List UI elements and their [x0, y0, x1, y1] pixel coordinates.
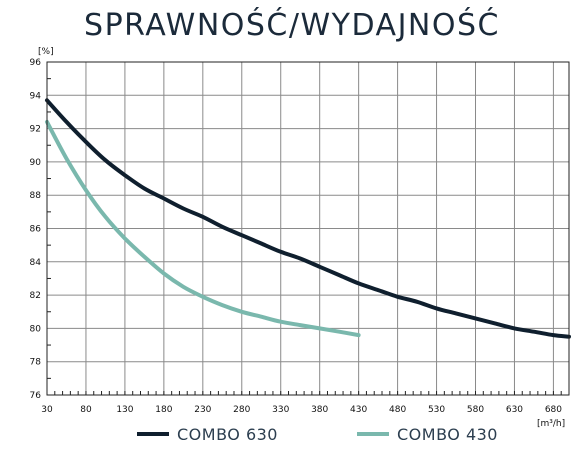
y-tick-label: 76: [30, 391, 42, 401]
minor-ticks: [46, 78, 570, 395]
x-tick-label: 580: [467, 405, 484, 415]
legend-item-combo-430: COMBO 430: [357, 423, 498, 445]
series-lines: [45, 98, 571, 339]
x-tick-label: 480: [389, 405, 406, 415]
x-tick-label: 630: [506, 405, 523, 415]
y-tick-label: 96: [30, 58, 42, 68]
x-tick-labels: 30 80 130 180 230 280 330 380 430 480 530 580 630 680: [41, 405, 562, 415]
chart-title: SPRAWNOŚĆ/WYDAJNOŚĆ: [84, 8, 500, 43]
y-tick-label: 82: [30, 291, 41, 301]
x-tick-label: 30: [41, 405, 53, 415]
x-tick-label: 280: [233, 405, 250, 415]
x-axis-label: [m³/h]: [537, 419, 565, 429]
x-tick-label: 230: [194, 405, 211, 415]
y-tick-label: 80: [30, 324, 42, 334]
x-tick-label: 330: [272, 405, 289, 415]
legend-swatch-combo-630: [137, 432, 169, 436]
series-line-combo-430: [45, 119, 361, 338]
legend-swatch-combo-430: [357, 432, 389, 436]
x-tick-label: 130: [116, 405, 133, 415]
x-tick-label: 680: [545, 405, 562, 415]
y-tick-label: 84: [30, 258, 42, 268]
series-line-combo-630: [45, 98, 571, 339]
y-axis-label: [%]: [38, 47, 54, 57]
legend-label-combo-630: COMBO 630: [177, 424, 278, 444]
x-tick-label: 80: [80, 405, 92, 415]
y-tick-label: 94: [30, 91, 42, 101]
legend-label-combo-430: COMBO 430: [397, 424, 498, 444]
y-tick-label: 88: [30, 191, 42, 201]
chart-grid: [46, 61, 569, 396]
x-tick-label: 380: [311, 405, 328, 415]
y-tick-label: 86: [30, 225, 42, 235]
plot-frame: [46, 61, 570, 396]
y-tick-label: 78: [30, 358, 42, 368]
y-tick-labels: 76 78 80 82 84 86 88 90 92 94 96: [30, 58, 42, 401]
x-tick-label: 430: [350, 405, 367, 415]
legend-item-combo-630: COMBO 630: [137, 423, 278, 445]
x-tick-label: 180: [155, 405, 172, 415]
x-tick-label: 530: [428, 405, 445, 415]
y-tick-label: 92: [30, 125, 41, 135]
y-tick-label: 90: [30, 158, 42, 168]
